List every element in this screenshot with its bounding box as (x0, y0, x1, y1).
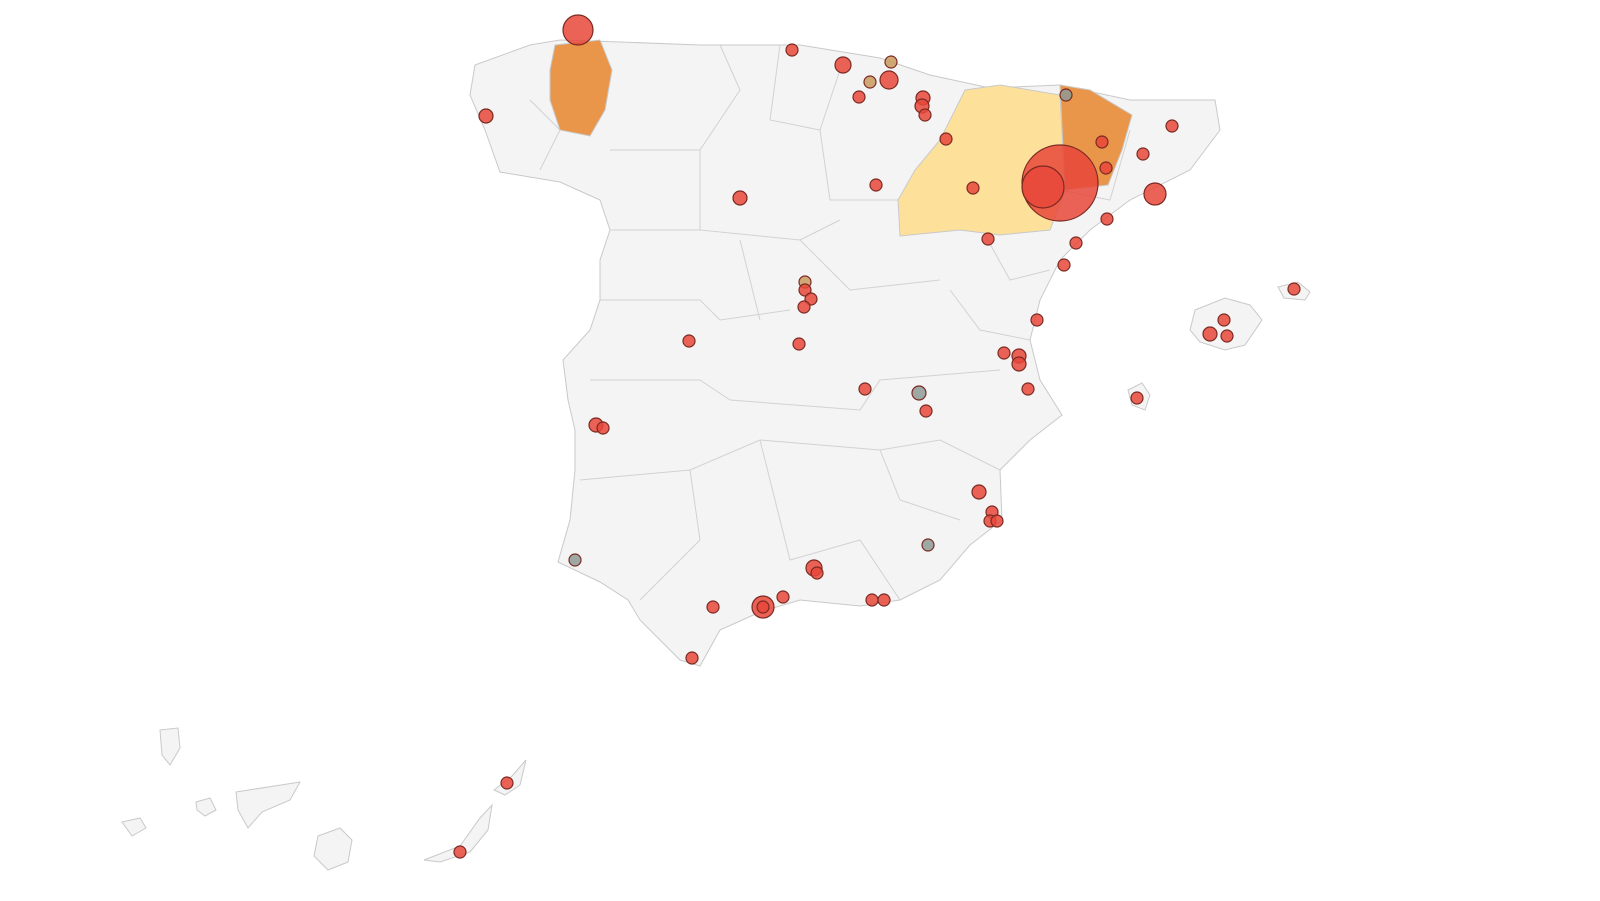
map-bubble[interactable] (1095, 135, 1109, 149)
map-bubble[interactable] (1202, 326, 1218, 342)
map-bubble[interactable] (1100, 212, 1114, 226)
province-border (739, 239, 761, 321)
map-bubble[interactable] (1057, 258, 1071, 272)
map-bubble[interactable] (1130, 391, 1144, 405)
highlighted-region-high (549, 39, 613, 137)
map-bubble[interactable] (1030, 313, 1044, 327)
map-bubble[interactable] (1069, 236, 1083, 250)
map-bubble[interactable] (1059, 88, 1073, 102)
map-bubble[interactable] (1011, 356, 1027, 372)
map-bubble[interactable] (792, 337, 806, 351)
bubble-layer (453, 14, 1301, 859)
province-border (759, 439, 901, 601)
province-border (579, 439, 881, 481)
la-palma (159, 727, 181, 766)
map-bubble[interactable] (1220, 329, 1234, 343)
province-border (819, 129, 900, 201)
map-bubble[interactable] (797, 300, 811, 314)
province-border (984, 234, 1051, 281)
province-border (610, 44, 741, 151)
map-bubble[interactable] (682, 334, 696, 348)
map-bubble[interactable] (869, 178, 883, 192)
map-bubble[interactable] (568, 553, 582, 567)
tenerife (235, 781, 301, 829)
province-borders (529, 44, 1131, 601)
map-bubble[interactable] (706, 600, 720, 614)
map-bubble[interactable] (1143, 182, 1167, 206)
map-bubble[interactable] (877, 593, 891, 607)
el-hierro (121, 817, 147, 837)
map-bubble[interactable] (981, 232, 995, 246)
map-bubble[interactable] (858, 382, 872, 396)
map-bubble[interactable] (798, 283, 812, 297)
map-bubble[interactable] (756, 600, 770, 614)
province-border (949, 289, 1031, 341)
map-bubble[interactable] (776, 590, 790, 604)
la-gomera (195, 797, 217, 817)
map-bubble[interactable] (1099, 161, 1113, 175)
map-bubble[interactable] (971, 484, 987, 500)
map-bubble[interactable] (879, 70, 899, 90)
map-bubble[interactable] (1021, 165, 1065, 209)
map-bubble[interactable] (834, 56, 852, 74)
map-bubble[interactable] (732, 190, 748, 206)
land-layer (121, 39, 1311, 871)
map-bubble[interactable] (919, 404, 933, 418)
map-bubble[interactable] (997, 346, 1011, 360)
map-bubble[interactable] (453, 845, 467, 859)
province-border (600, 299, 791, 321)
province-border (879, 439, 1001, 471)
province-border (729, 369, 1001, 411)
province-border (879, 449, 961, 521)
map-bubble[interactable] (863, 75, 877, 89)
map-bubble[interactable] (596, 421, 610, 435)
map-bubble[interactable] (810, 566, 824, 580)
map-bubble[interactable] (562, 14, 594, 46)
map-bubble[interactable] (939, 132, 953, 146)
province-border (769, 44, 841, 131)
map-bubble[interactable] (918, 108, 932, 122)
map-bubble[interactable] (785, 43, 799, 57)
map-bubble[interactable] (1217, 313, 1231, 327)
gran-canaria (313, 827, 353, 871)
map-bubble[interactable] (852, 90, 866, 104)
map-bubble[interactable] (865, 593, 879, 607)
map-bubble[interactable] (1136, 147, 1150, 161)
province-border (590, 379, 731, 401)
highlighted-region-medium (897, 84, 1066, 237)
map-bubble[interactable] (1287, 282, 1301, 296)
map-bubble[interactable] (911, 385, 927, 401)
map-bubble[interactable] (921, 538, 935, 552)
province-border (639, 469, 701, 601)
map-bubble[interactable] (1021, 382, 1035, 396)
map-bubble[interactable] (500, 776, 514, 790)
map-bubble[interactable] (478, 108, 494, 124)
map-bubble[interactable] (966, 181, 980, 195)
map-bubble[interactable] (990, 514, 1004, 528)
map-bubble[interactable] (1165, 119, 1179, 133)
map-bubble[interactable] (884, 55, 898, 69)
province-border (799, 239, 941, 291)
map-bubble[interactable] (685, 651, 699, 665)
